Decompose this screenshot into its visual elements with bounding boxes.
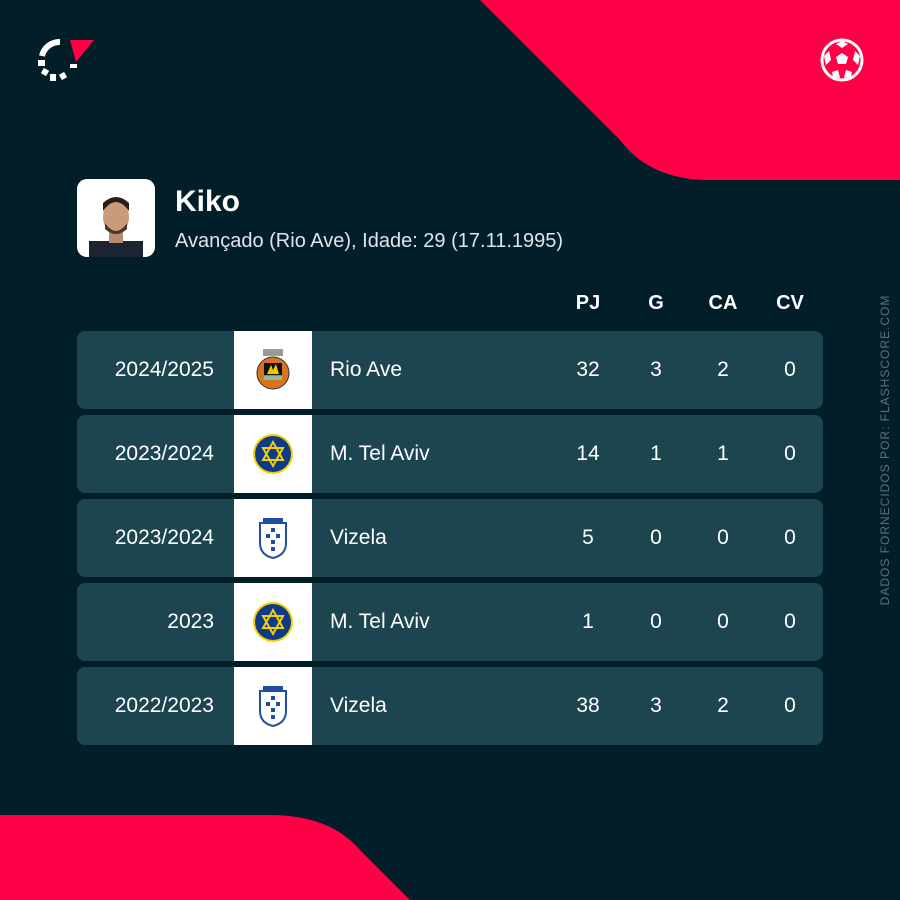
stat-ca: 2 — [717, 358, 729, 381]
maccabi-crest-icon — [234, 415, 312, 493]
stat-g: 0 — [650, 610, 662, 633]
team-name: Rio Ave — [330, 358, 402, 381]
column-header-pj: PJ — [575, 292, 601, 314]
player-name: Kiko — [175, 185, 241, 218]
table-row: 2024/2025 Rio Ave 32 3 2 0 — [77, 331, 823, 409]
stat-ca: 1 — [717, 442, 729, 465]
vizela-crest-icon — [234, 499, 312, 577]
stat-pj: 32 — [576, 358, 600, 381]
player-subtitle: Avançado (Rio Ave), Idade: 29 (17.11.199… — [175, 230, 564, 252]
season: 2023/2024 — [114, 526, 214, 549]
stat-cv: 0 — [784, 526, 796, 549]
season: 2022/2023 — [114, 694, 214, 717]
table-row: 2023/2024 M. Tel Aviv 14 1 1 0 — [77, 415, 823, 493]
season: 2023/2024 — [114, 442, 214, 465]
source-credit: DADOS FORNECIDOS POR: FLASHSCORE.COM — [878, 294, 892, 606]
stat-pj: 38 — [576, 694, 600, 717]
vizela-crest-icon — [234, 667, 312, 745]
team-name: Vizela — [330, 694, 387, 717]
table-row: 2023/2024 Vizela 5 0 0 0 — [77, 499, 823, 577]
table-row: 2023 M. Tel Aviv 1 0 0 0 — [77, 583, 823, 661]
football-icon — [820, 38, 864, 82]
column-header-g: G — [648, 292, 664, 314]
team-name: M. Tel Aviv — [330, 610, 430, 633]
rio-ave-crest-icon — [234, 331, 312, 409]
player-avatar-icon — [89, 197, 143, 257]
stat-g: 1 — [650, 442, 662, 465]
stat-cv: 0 — [784, 358, 796, 381]
stat-g: 3 — [650, 694, 662, 717]
player-photo — [77, 179, 155, 257]
maccabi-crest-icon — [234, 583, 312, 661]
flashscore-logo-icon — [38, 39, 94, 81]
stat-g: 3 — [650, 358, 662, 381]
stat-g: 0 — [650, 526, 662, 549]
season: 2023 — [167, 610, 214, 633]
team-name: Vizela — [330, 526, 387, 549]
stat-pj: 14 — [576, 442, 600, 465]
column-header-cv: CV — [776, 292, 804, 314]
stat-ca: 0 — [717, 526, 729, 549]
table-row: 2022/2023 Vizela 38 3 2 0 — [77, 667, 823, 745]
stat-ca: 0 — [717, 610, 729, 633]
stat-pj: 1 — [582, 610, 594, 633]
stat-ca: 2 — [717, 694, 729, 717]
season: 2024/2025 — [114, 358, 214, 381]
column-header-ca: CA — [708, 292, 738, 314]
team-name: M. Tel Aviv — [330, 442, 430, 465]
stat-cv: 0 — [784, 442, 796, 465]
stat-pj: 5 — [582, 526, 594, 549]
stat-cv: 0 — [784, 694, 796, 717]
stat-cv: 0 — [784, 610, 796, 633]
